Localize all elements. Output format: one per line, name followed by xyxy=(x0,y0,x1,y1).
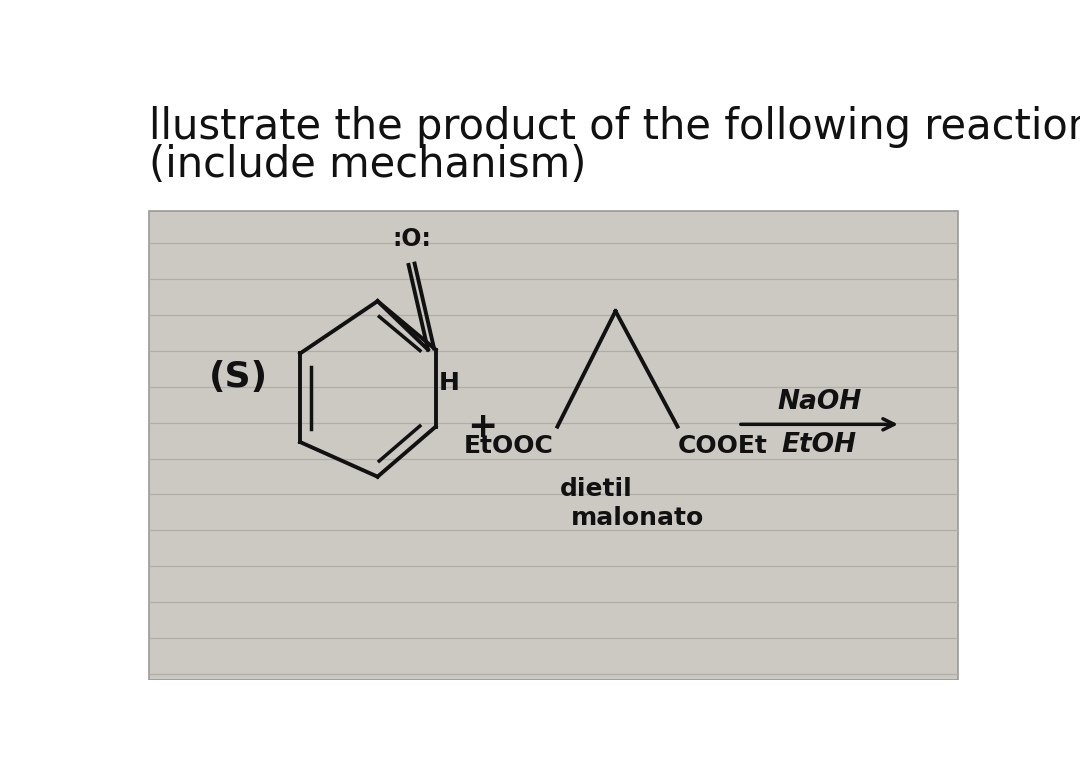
Text: llustrate the product of the following reaction: llustrate the product of the following r… xyxy=(149,105,1080,147)
Text: (include mechanism): (include mechanism) xyxy=(149,144,586,186)
Text: dietil: dietil xyxy=(559,477,633,500)
Text: NaOH: NaOH xyxy=(778,389,862,415)
Text: EtOH: EtOH xyxy=(782,432,856,458)
Text: (S): (S) xyxy=(208,360,268,393)
Text: H: H xyxy=(438,371,460,395)
Text: +: + xyxy=(467,410,498,444)
Text: EtOOC: EtOOC xyxy=(463,434,554,458)
Text: :O:: :O: xyxy=(392,227,431,251)
Bar xyxy=(149,211,958,680)
Text: COOEt: COOEt xyxy=(677,434,768,458)
Text: malonato: malonato xyxy=(571,506,704,530)
